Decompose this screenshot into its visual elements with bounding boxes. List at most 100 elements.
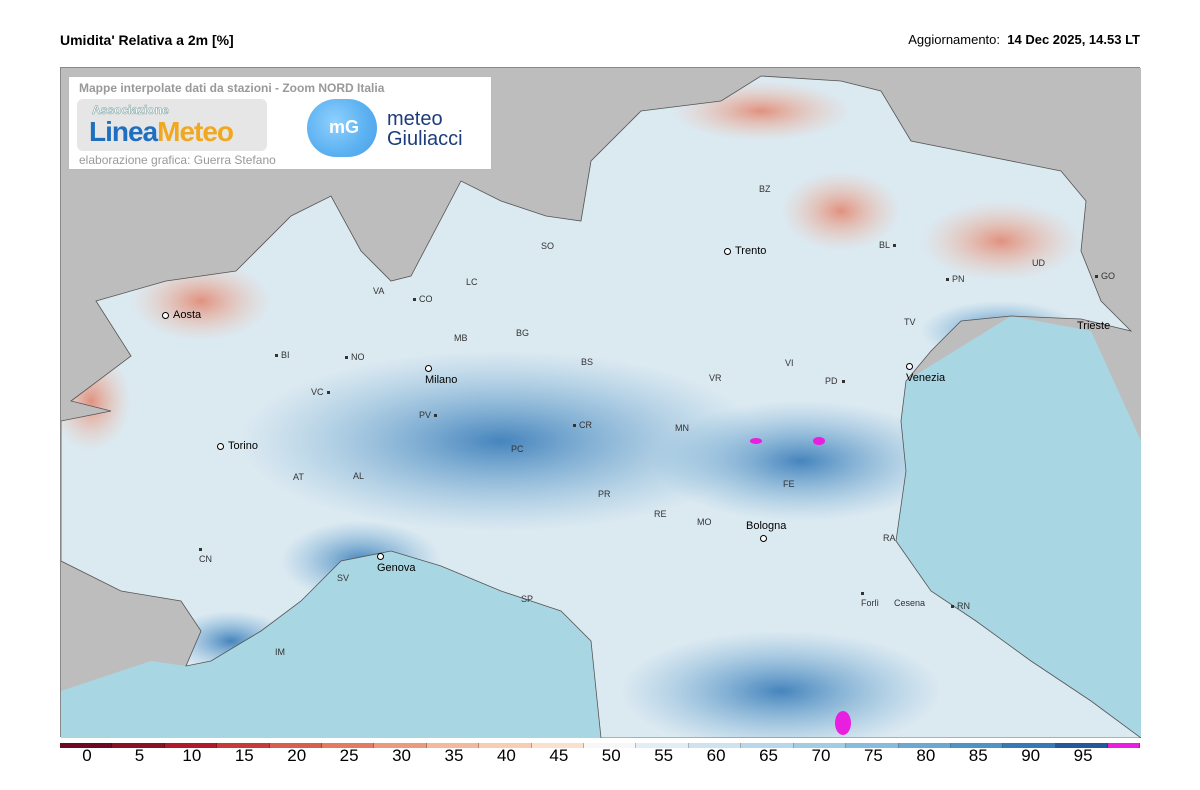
colorbar-label: 55 bbox=[654, 746, 674, 765]
colorbar-segment bbox=[479, 743, 532, 748]
ligurian-sea bbox=[61, 551, 601, 738]
colorbar-label: 65 bbox=[759, 746, 779, 765]
colorbar-segment bbox=[688, 743, 742, 748]
prov-sv: SV bbox=[337, 573, 350, 583]
colorbar-segment bbox=[636, 743, 689, 748]
map-canvas bbox=[61, 68, 1141, 738]
colorbar-segment bbox=[164, 743, 218, 748]
colorbar-segment bbox=[426, 743, 480, 748]
prov-bz: BZ bbox=[759, 184, 771, 194]
colorbar-label: 15 bbox=[234, 746, 254, 765]
prov-pr: PR bbox=[598, 489, 611, 499]
prov-pv: PV bbox=[419, 410, 440, 420]
logo-heading: Mappe interpolate dati da stazioni - Zoo… bbox=[79, 81, 385, 95]
colorbar-segment bbox=[269, 743, 323, 748]
city-torino: Torino bbox=[217, 440, 258, 452]
city-trento: Trento bbox=[724, 245, 766, 257]
humidity-map[interactable]: Aosta Torino Milano Genova Trento Venezi… bbox=[60, 67, 1141, 738]
prov-co: CO bbox=[413, 294, 433, 304]
prov-ra: RA bbox=[883, 533, 896, 543]
prov-no: NO bbox=[345, 352, 365, 362]
colorbar-label: 80 bbox=[916, 746, 936, 765]
update-value: 14 Dec 2025, 14.53 LT bbox=[1007, 32, 1140, 47]
prov-bi: BI bbox=[275, 350, 290, 360]
city-forli: Forlì bbox=[861, 588, 879, 608]
colorbar-segment bbox=[531, 743, 585, 748]
city-venezia: Venezia bbox=[906, 360, 945, 384]
colorbar-segment bbox=[1055, 743, 1109, 748]
colorbar-segment bbox=[1108, 743, 1140, 748]
humidity-field bbox=[61, 76, 1141, 738]
prov-so: SO bbox=[541, 241, 555, 251]
colorbar-segment bbox=[1003, 743, 1056, 748]
city-bologna: Bologna bbox=[746, 520, 786, 544]
colorbar-label: 95 bbox=[1073, 746, 1093, 765]
map-title: Umidita' Relativa a 2m [%] bbox=[60, 32, 234, 48]
city-cesena: Cesena bbox=[894, 598, 926, 608]
colorbar-segment bbox=[112, 743, 165, 748]
prov-ud: UD bbox=[1032, 258, 1045, 268]
city-milano: Milano bbox=[425, 362, 457, 386]
prov-al: AL bbox=[353, 471, 365, 481]
prov-mb: MB bbox=[454, 333, 468, 343]
colorbar-labels: 0 5 10 15 20 25 30 35 40 45 50 55 60 65 70 75 80 85 90 95 bbox=[60, 746, 1140, 768]
colorbar-label: 35 bbox=[444, 746, 464, 765]
prov-cn: CN bbox=[199, 544, 212, 564]
prov-mn: MN bbox=[675, 423, 689, 433]
colorbar-segment bbox=[374, 743, 427, 748]
colorbar-segment bbox=[217, 743, 270, 748]
colorbar-label: 10 bbox=[182, 746, 202, 765]
logo-box: Mappe interpolate dati da stazioni - Zoo… bbox=[68, 76, 492, 170]
colorbar-label: 5 bbox=[134, 746, 145, 765]
update-label: Aggiornamento: bbox=[908, 32, 1001, 47]
colorbar-label: 50 bbox=[601, 746, 621, 765]
colorbar-segment bbox=[322, 743, 375, 748]
meteo-giuliacci-logo: meteo Giuliacci bbox=[387, 108, 463, 150]
colorbar-label: 90 bbox=[1021, 746, 1041, 765]
colorbar-segment bbox=[950, 743, 1004, 748]
colorbar-label: 45 bbox=[549, 746, 569, 765]
prov-im: IM bbox=[275, 647, 285, 657]
colorbar-label: 25 bbox=[339, 746, 359, 765]
prov-cr: CR bbox=[573, 420, 592, 430]
prov-fe: FE bbox=[783, 479, 795, 489]
prov-rn: RN bbox=[951, 601, 970, 611]
prov-pd: PD bbox=[825, 376, 848, 386]
prov-mo: MO bbox=[697, 517, 712, 527]
linea-meteo-text: LineaMeteo bbox=[89, 116, 234, 147]
colorbar-label: 0 bbox=[82, 746, 92, 765]
prov-va: VA bbox=[373, 286, 385, 296]
prov-pc: PC bbox=[511, 444, 524, 454]
adriatic-sea bbox=[896, 316, 1141, 738]
colorbar-label: 75 bbox=[863, 746, 883, 765]
colorbar-label: 20 bbox=[287, 746, 307, 765]
colorbar-label: 40 bbox=[496, 746, 516, 765]
colorbar-segment bbox=[898, 743, 951, 748]
colorbar-label: 60 bbox=[706, 746, 726, 765]
prov-sp: SP bbox=[521, 594, 534, 604]
prov-bg: BG bbox=[516, 328, 530, 338]
linea-meteo-logo: Associazione LineaMeteo bbox=[77, 99, 267, 151]
city-trieste: Trieste bbox=[1077, 320, 1111, 332]
prov-at: AT bbox=[293, 472, 304, 482]
prov-vr: VR bbox=[709, 373, 722, 383]
prov-pn: PN bbox=[946, 274, 965, 284]
prov-tv: TV bbox=[904, 317, 916, 327]
prov-go: GO bbox=[1095, 271, 1115, 281]
colorbar-label: 30 bbox=[392, 746, 412, 765]
colorbar bbox=[60, 743, 1140, 748]
credit-text: elaborazione grafica: Guerra Stefano bbox=[79, 153, 276, 167]
prov-vi: VI bbox=[785, 358, 794, 368]
colorbar-segment bbox=[584, 743, 637, 748]
colorbar-segment bbox=[846, 743, 899, 748]
linea-meteo-small: Associazione bbox=[92, 103, 169, 118]
update-time: Aggiornamento: 14 Dec 2025, 14.53 LT bbox=[908, 32, 1140, 47]
prov-re: RE bbox=[654, 509, 667, 519]
prov-bl: BL bbox=[879, 240, 899, 250]
prov-vc: VC bbox=[311, 387, 333, 397]
colorbar-label: 70 bbox=[811, 746, 831, 765]
meteo-giuliacci-icon: mG bbox=[307, 97, 377, 157]
prov-lc: LC bbox=[466, 277, 478, 287]
city-genova: Genova bbox=[377, 550, 416, 574]
